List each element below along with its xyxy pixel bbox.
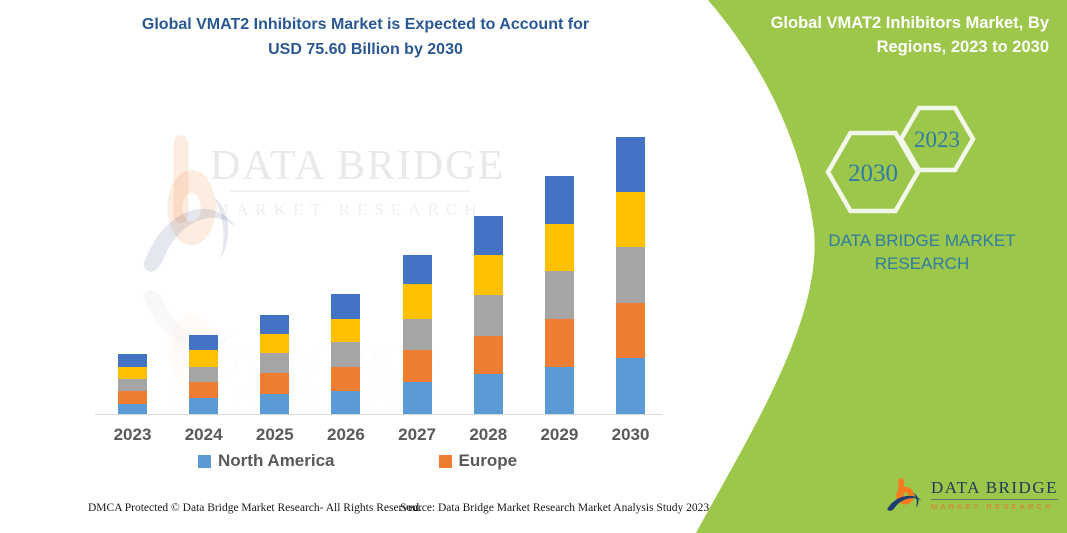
- bar-segment: [260, 314, 290, 335]
- bar-segment: [189, 350, 219, 367]
- bar-segment: [189, 334, 219, 351]
- x-tick-2023: 2023: [113, 425, 152, 444]
- bar-segment: [402, 284, 432, 320]
- hexagon-badges: 2023 2030: [825, 105, 976, 214]
- dbmr-logo-rule: [930, 499, 1058, 501]
- bar-segment: [260, 394, 290, 415]
- bar-segment: [189, 366, 219, 382]
- bar-segment: [331, 390, 361, 415]
- footer-copyright: DMCA Protected © Data Bridge Market Rese…: [88, 502, 422, 514]
- hexagon-2030-label: 2030: [848, 160, 898, 187]
- side-panel-brand-line1: DATA BRIDGE MARKET: [828, 231, 1016, 250]
- bar-segment: [260, 353, 290, 373]
- legend-label: Europe: [458, 451, 518, 470]
- legend-item-europe: Europe: [438, 451, 518, 471]
- bar-segment: [118, 403, 147, 415]
- x-axis-line: [95, 414, 662, 415]
- bar-segment: [189, 381, 219, 399]
- side-panel-brand: DATA BRIDGE MARKET RESEARCH: [812, 230, 1032, 276]
- bar-segment: [402, 255, 432, 285]
- dbmr-logo-icon: [887, 478, 922, 511]
- side-panel-title-line1: Global VMAT2 Inhibitors Market, By: [770, 14, 1049, 32]
- hexagon-2023-label: 2023: [914, 127, 960, 152]
- bar-segment: [616, 302, 646, 358]
- bar-segment: [544, 270, 574, 320]
- bar-segment: [189, 398, 219, 415]
- dbmr-logo: DATA BRIDGE MARKET RESEARCH: [886, 466, 1058, 524]
- side-panel-title-line2: Regions, 2023 to 2030: [876, 37, 1049, 56]
- bar-segment: [331, 341, 361, 367]
- bar-segment: [544, 319, 574, 367]
- bar-segment: [544, 366, 574, 415]
- bar-segment: [118, 354, 147, 367]
- chart-title: Global VMAT2 Inhibitors Market is Expect…: [78, 13, 653, 63]
- bar-segment: [473, 254, 503, 295]
- bar-segment: [616, 247, 646, 303]
- bar-segment: [616, 358, 646, 415]
- x-tick-2027: 2027: [398, 425, 436, 444]
- bar-segment: [402, 382, 432, 415]
- bar-segment: [331, 294, 361, 320]
- x-tick-2024: 2024: [184, 425, 223, 444]
- x-tick-2030: 2030: [611, 425, 650, 444]
- bar-segment: [331, 319, 361, 342]
- dbmr-logo-name: DATA BRIDGE: [930, 478, 1058, 498]
- bar-plot: 2023 2024 2025 2026 2027 2028 2029 2030: [113, 137, 650, 444]
- chart-title-line2: USD 75.60 Billion by 2030: [268, 40, 463, 58]
- x-tick-2028: 2028: [469, 425, 508, 444]
- bar-segment: [331, 366, 361, 391]
- chart-legend: North America Europe: [198, 451, 517, 471]
- legend-label: North America: [218, 451, 335, 470]
- bar-segment: [260, 334, 290, 354]
- bar-segment: [616, 192, 646, 248]
- footer-source: Source: Data Bridge Market Research Mark…: [400, 502, 710, 514]
- bar-segment: [402, 319, 432, 350]
- x-tick-2029: 2029: [540, 425, 579, 444]
- bar-segment: [473, 215, 503, 255]
- bar-segment: [473, 294, 503, 336]
- dbmr-logo-tagline: MARKET RESEARCH: [930, 502, 1054, 512]
- bar-segment: [616, 137, 646, 193]
- bar-segment: [544, 224, 574, 271]
- bar-segment: [118, 391, 147, 404]
- legend-swatch: [198, 454, 211, 468]
- bar-segment: [260, 372, 290, 395]
- x-tick-2026: 2026: [327, 425, 365, 444]
- side-panel-title: Global VMAT2 Inhibitors Market, By Regio…: [739, 12, 1049, 60]
- chart-title-line1: Global VMAT2 Inhibitors Market is Expect…: [141, 16, 590, 33]
- bar-segment: [544, 175, 574, 225]
- legend-item-north-america: North America: [198, 451, 335, 471]
- bar-segment: [118, 366, 147, 379]
- bar-segment: [473, 335, 503, 375]
- x-tick-2025: 2025: [255, 425, 294, 444]
- side-panel-brand-line2: RESEARCH: [874, 253, 970, 273]
- bar-segment: [402, 349, 432, 383]
- legend-swatch: [438, 454, 452, 468]
- bar-segment: [118, 378, 147, 392]
- bar-segment: [473, 374, 503, 415]
